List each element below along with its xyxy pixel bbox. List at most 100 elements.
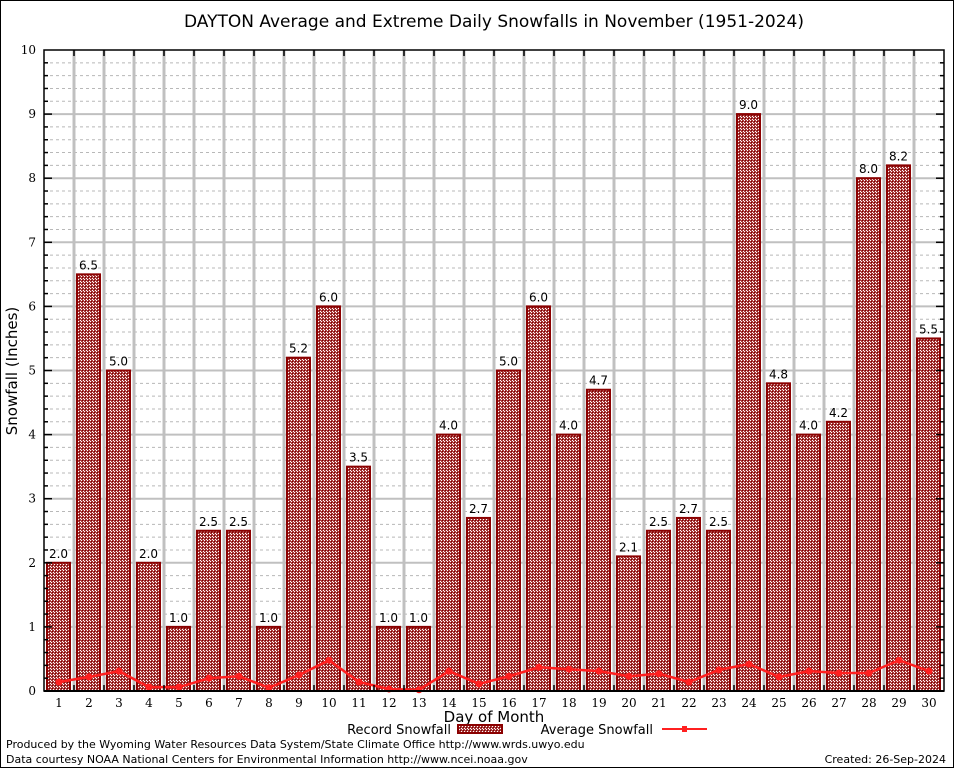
- bar-day-19: [586, 388, 611, 692]
- bar-day-3: [106, 369, 131, 692]
- bar-label-day-30: 5.5: [919, 322, 938, 336]
- bar-day-26: [796, 433, 821, 692]
- bar-day-18: [556, 433, 581, 692]
- y-tick-label: 10: [21, 43, 36, 57]
- y-axis-label: Snowfall (Inches): [3, 307, 21, 435]
- bar-day-8: [256, 625, 281, 693]
- average-line: [55, 656, 933, 694]
- bar-day-22: [676, 516, 701, 692]
- bar-day-29: [886, 164, 911, 692]
- average-point-day-13: [415, 686, 423, 694]
- average-point-day-17: [535, 663, 543, 671]
- bar-label-day-23: 2.5: [709, 515, 728, 529]
- bar-label-day-5: 1.0: [169, 611, 188, 625]
- bar-label-day-4: 2.0: [139, 547, 158, 561]
- bar-day-28: [856, 177, 881, 692]
- x-tick-label: 26: [801, 696, 816, 710]
- average-point-day-2: [85, 673, 93, 681]
- average-point-day-15: [475, 680, 483, 688]
- bar-day-25: [766, 382, 791, 692]
- average-point-day-14: [445, 667, 453, 675]
- average-point-day-24: [745, 660, 753, 668]
- x-tick-label: 19: [591, 696, 606, 710]
- bar-label-day-15: 2.7: [469, 502, 488, 516]
- bar-day-17: [526, 305, 551, 692]
- x-tick-label: 6: [205, 696, 213, 710]
- y-tick-label: 1: [28, 620, 36, 634]
- y-tick-label: 9: [28, 107, 36, 121]
- legend-record-swatch: [457, 724, 503, 734]
- legend-record-label: Record Snowfall: [347, 723, 451, 738]
- footer-created-date: Created: 26-Sep-2024: [825, 753, 946, 766]
- bar-label-day-22: 2.7: [679, 502, 698, 516]
- bar-day-24: [736, 113, 761, 693]
- bars: [46, 113, 941, 693]
- x-tick-label: 15: [471, 696, 486, 710]
- bar-label-day-7: 2.5: [229, 515, 248, 529]
- bar-day-4: [136, 561, 161, 692]
- bar-label-day-12: 1.0: [379, 611, 398, 625]
- bar-day-11: [346, 465, 371, 692]
- bar-day-10: [316, 305, 341, 692]
- x-tick-label: 27: [831, 696, 846, 710]
- x-tick-label: 13: [411, 696, 426, 710]
- bar-label-day-8: 1.0: [259, 611, 278, 625]
- bar-day-12: [376, 625, 401, 693]
- bar-label-day-1: 2.0: [49, 547, 68, 561]
- bar-label-day-6: 2.5: [199, 515, 218, 529]
- legend: Record Snowfall Average Snowfall: [347, 723, 707, 738]
- average-point-day-9: [295, 671, 303, 679]
- bar-day-15: [466, 516, 491, 692]
- average-point-day-11: [355, 678, 363, 686]
- x-tick-label: 5: [175, 696, 183, 710]
- bar-label-day-13: 1.0: [409, 611, 428, 625]
- bar-label-day-20: 2.1: [619, 540, 638, 554]
- bar-label-day-29: 8.2: [889, 149, 908, 163]
- average-point-day-23: [715, 666, 723, 674]
- x-tick-label: 25: [771, 696, 786, 710]
- average-point-day-18: [565, 665, 573, 673]
- bar-day-6: [196, 529, 221, 692]
- x-tick-label: 24: [741, 696, 757, 710]
- footer-produced-by: Produced by the Wyoming Water Resources …: [6, 738, 585, 751]
- y-tick-label: 3: [28, 492, 36, 506]
- average-point-day-28: [865, 669, 873, 677]
- average-point-day-4: [145, 683, 153, 691]
- bar-label-day-21: 2.5: [649, 515, 668, 529]
- x-tick-label: 23: [711, 696, 726, 710]
- bar-label-day-18: 4.0: [559, 419, 578, 433]
- y-tick-label: 8: [28, 171, 36, 185]
- x-tick-label: 11: [351, 696, 366, 710]
- y-tick-label: 4: [28, 428, 36, 442]
- legend-average-marker: [682, 726, 687, 732]
- average-point-day-10: [325, 656, 333, 664]
- average-point-day-6: [205, 674, 213, 682]
- x-tick-label: 21: [651, 696, 666, 710]
- y-tick-label: 5: [28, 364, 36, 378]
- bar-label-day-17: 6.0: [529, 290, 548, 304]
- average-point-day-21: [655, 670, 663, 678]
- x-tick-label: 8: [265, 696, 273, 710]
- chart-title: DAYTON Average and Extreme Daily Snowfal…: [184, 12, 804, 32]
- bar-label-day-24: 9.0: [739, 98, 758, 112]
- y-tick-labels: 0 1 2 3 4 5 6 7 8 9 10: [21, 43, 37, 698]
- bar-day-16: [496, 369, 521, 692]
- bar-day-9: [286, 356, 311, 692]
- x-tick-label: 10: [321, 696, 336, 710]
- x-axis-label: Day of Month: [444, 708, 545, 726]
- x-tick-label: 20: [621, 696, 636, 710]
- average-point-day-3: [115, 667, 123, 675]
- average-point-day-29: [895, 656, 903, 664]
- bar-label-day-27: 4.2: [829, 406, 848, 420]
- average-point-day-25: [775, 673, 783, 681]
- bar-day-20: [616, 555, 641, 693]
- bar-label-day-10: 6.0: [319, 290, 338, 304]
- bar-day-2: [76, 273, 101, 692]
- bar-labels: 2.0 6.5 5.0 2.0 1.0 2.5 2.5 1.0 5.2 6.0 3.5 1.0 1.0 4…: [49, 98, 938, 625]
- average-point-day-7: [235, 672, 243, 680]
- average-point-day-22: [685, 678, 693, 686]
- x-tick-label: 7: [235, 696, 243, 710]
- average-point-day-30: [925, 667, 933, 675]
- average-point-day-27: [835, 669, 843, 677]
